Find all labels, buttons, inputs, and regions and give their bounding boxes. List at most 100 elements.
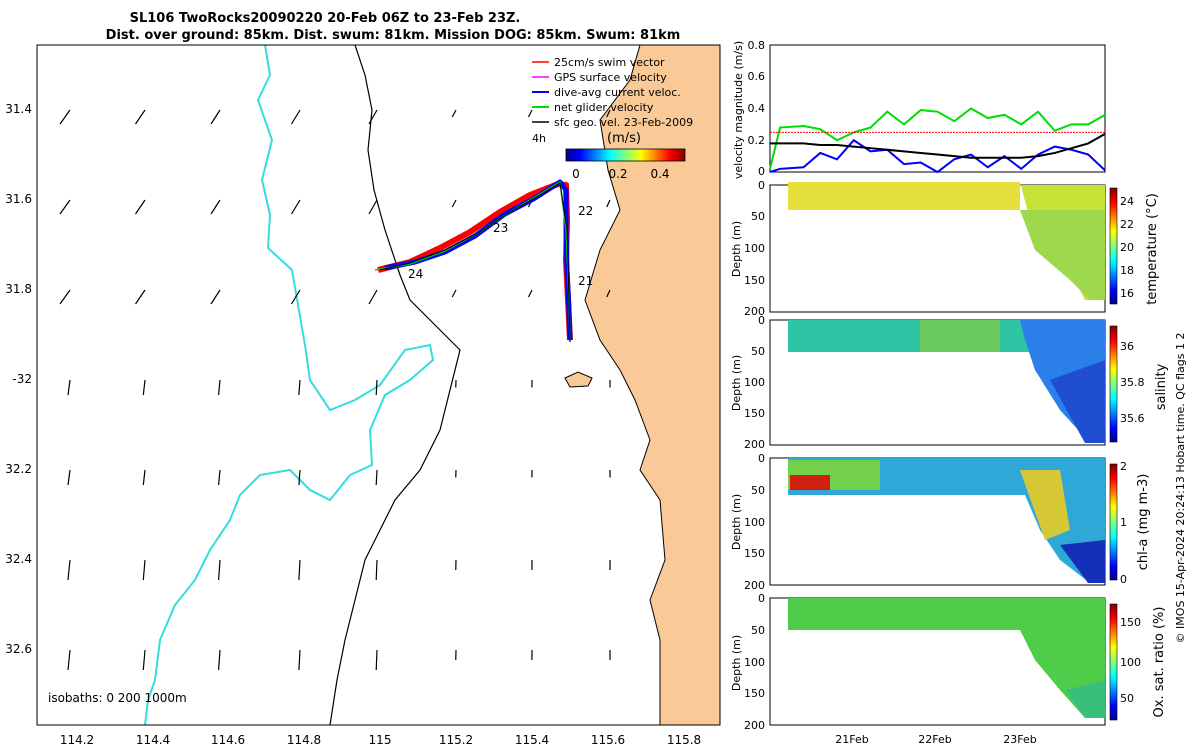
map-legend: 25cm/s swim vector GPS surface velocity … (532, 56, 693, 181)
interval-label: 4h (532, 132, 546, 145)
depth-tick: 200 (744, 579, 765, 592)
velocity-panel: 0.8 0.6 0.4 0.2 0 velocity magnitude (m/… (732, 39, 1106, 179)
salinity-mid (920, 320, 1000, 352)
legend-label-geo: sfc geo. vel. 23-Feb-2009 (554, 116, 693, 129)
legend-label-swim: 25cm/s swim vector (554, 56, 665, 69)
velocity-series (769, 107, 1106, 174)
vector-arrow (218, 379, 221, 396)
salinity-panel: 0 50 100 150 200 Depth (m) 35.6 35.8 36 … (730, 314, 1169, 451)
salinity-cbar-tick: 35.6 (1120, 412, 1145, 425)
depth-tick: 100 (744, 516, 765, 529)
legend-label-gps: GPS surface velocity (554, 71, 667, 84)
vector-arrow (451, 199, 457, 208)
map-colorbar (565, 148, 686, 162)
map-ytick: -32 (12, 372, 32, 386)
map-colorbar-tick: 0.2 (608, 167, 627, 181)
map-colorbar-label: (m/s) (607, 131, 641, 146)
temperature-cbar-tick: 20 (1120, 241, 1134, 254)
vector-arrow (527, 289, 533, 298)
depth-tick: 0 (758, 314, 765, 327)
vector-arrow (210, 199, 221, 215)
velocity-frame (769, 44, 1106, 173)
vel-ytick: 0.8 (748, 39, 766, 52)
salinity-cbar-tick: 36 (1120, 340, 1134, 353)
salinity-deeper (1050, 360, 1105, 443)
depth-tick: 150 (744, 687, 765, 700)
vector-arrow (606, 289, 611, 298)
depth-tick: 50 (751, 624, 765, 637)
vel-ytick: 0.6 (748, 70, 766, 83)
track-center (379, 182, 571, 343)
depth-tick: 0 (758, 592, 765, 605)
vector-arrow (67, 649, 71, 671)
vel-ytick: 0.2 (748, 134, 766, 147)
legend-label-dive: dive-avg current veloc. (554, 86, 681, 99)
salinity-colorbar (1109, 325, 1118, 443)
depth-tick: 200 (744, 719, 765, 732)
map-colorbar-tick: 0 (572, 167, 580, 181)
vector-arrow (135, 109, 146, 125)
depth-tick: 200 (744, 305, 765, 318)
chla-colorbar (1109, 463, 1118, 581)
day-label-23: 23 (493, 221, 508, 235)
vector-arrow (135, 199, 146, 215)
time-xtick: 22Feb (918, 733, 951, 746)
chla-cbar-tick: 0 (1120, 573, 1127, 586)
depth-tick: 100 (744, 376, 765, 389)
temperature-cbar-label: temperature (°C) (1145, 193, 1160, 305)
map-xtick: 114.6 (211, 733, 245, 747)
vector-arrow (59, 109, 71, 125)
temperature-panel: 0 50 100 150 200 Depth (m) 16 18 20 22 2… (730, 179, 1160, 318)
isobath-200m (329, 45, 461, 725)
day-label-24: 24 (408, 267, 423, 281)
vector-arrow (218, 559, 221, 581)
salinity-cbar-tick: 35.8 (1120, 376, 1145, 389)
map-x-axis: 114.2 114.4 114.6 114.8 115 115.2 115.4 … (60, 733, 701, 747)
vector-arrow (375, 559, 378, 581)
map-panel: 22 23 21 24 114.2 114.4 114.6 114.8 115 … (5, 44, 721, 747)
chla-ylabel: Depth (m) (730, 494, 743, 550)
map-colorbar-tick: 0.4 (650, 167, 669, 181)
vector-arrow (368, 199, 378, 215)
vector-arrow (135, 289, 146, 305)
salinity-cbar-label: salinity (1154, 363, 1169, 410)
time-xtick: 23Feb (1003, 733, 1036, 746)
vector-arrow (210, 289, 221, 305)
oxygen-cbar-tick: 100 (1120, 656, 1141, 669)
vel-ytick: 0.4 (748, 102, 766, 115)
oxygen-panel: 0 50 100 150 200 Depth (m) 50 100 150 Ox… (730, 592, 1167, 746)
velocity-ylabel: velocity magnitude (m/s) (732, 41, 745, 179)
salinity-ylabel: Depth (m) (730, 355, 743, 411)
vector-arrow (298, 559, 301, 581)
depth-tick: 50 (751, 210, 765, 223)
vector-arrow (142, 559, 146, 581)
velocity-series-line (769, 138, 1106, 174)
current-vector-field (59, 109, 611, 671)
map-y-axis: 31.4 31.6 31.8 -32 32.2 32.4 32.6 (5, 102, 32, 656)
temperature-lower (1020, 210, 1105, 300)
map-ytick: 31.8 (5, 282, 32, 296)
depth-tick: 100 (744, 242, 765, 255)
footer-credit: © IMOS 15-Apr-2024 20:24:13 Hobart time.… (1174, 333, 1187, 644)
vector-arrow (218, 469, 221, 486)
depth-tick: 0 (758, 452, 765, 465)
vector-arrow (298, 649, 301, 671)
vector-arrow (67, 379, 71, 396)
vector-arrow (451, 289, 457, 298)
island (564, 371, 593, 388)
day-label-22: 22 (578, 204, 593, 218)
chla-cbar-tick: 2 (1120, 460, 1127, 473)
velocity-series-line (769, 107, 1106, 170)
vector-arrow (451, 109, 457, 118)
vector-arrow (375, 649, 378, 671)
vector-arrow (606, 109, 611, 118)
depth-tick: 150 (744, 274, 765, 287)
map-xtick: 115.4 (515, 733, 549, 747)
vector-arrow (375, 469, 378, 486)
vector-arrow (290, 109, 301, 125)
vector-arrow (368, 109, 378, 125)
land-area (585, 45, 720, 725)
depth-tick: 50 (751, 484, 765, 497)
vector-arrow (59, 289, 71, 305)
